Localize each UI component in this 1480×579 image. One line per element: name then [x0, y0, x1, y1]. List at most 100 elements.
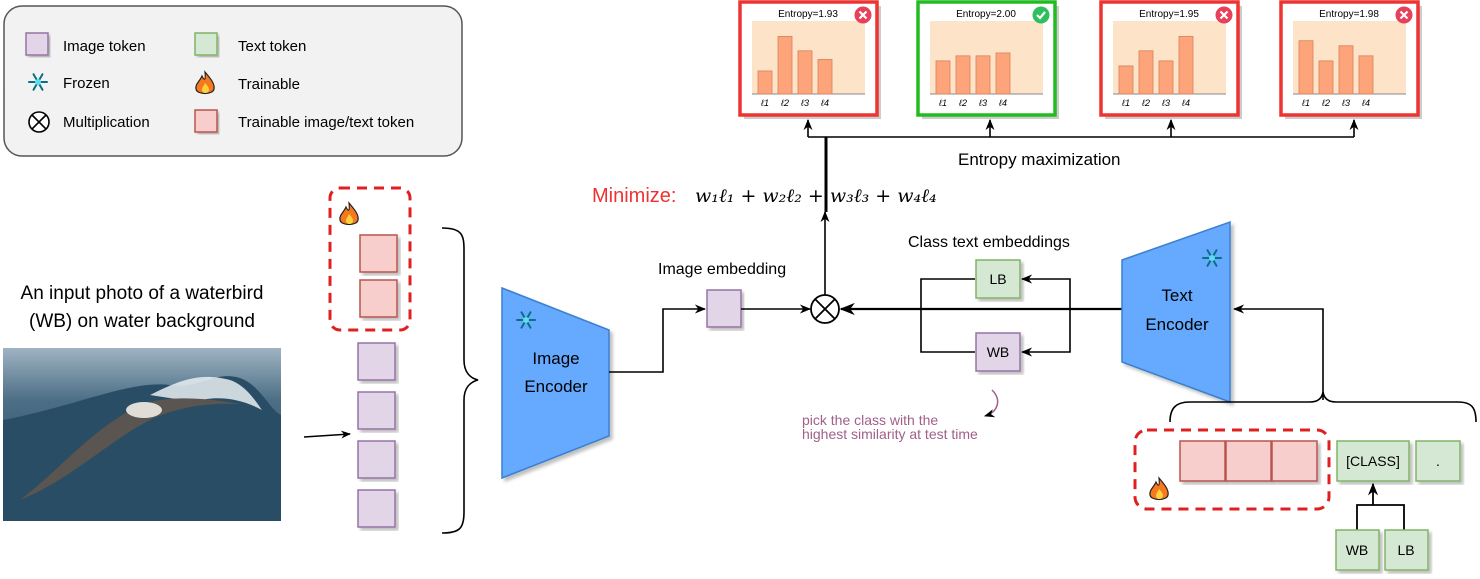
bar [777, 36, 793, 95]
tick-label: ℓ3 [978, 98, 987, 108]
entropy-connectors [803, 118, 1359, 212]
bar [797, 50, 813, 95]
class-input-label: LB [1397, 542, 1414, 558]
bar [1178, 36, 1194, 95]
trainable-token [1225, 440, 1272, 482]
image-token [357, 489, 396, 528]
tick-label: ℓ3 [1161, 98, 1170, 108]
tick-label: ℓ2 [1321, 98, 1330, 108]
class-embedding-lb [975, 259, 1021, 299]
class-input-label: WB [1346, 542, 1369, 558]
tick-label: ℓ4 [1181, 98, 1190, 108]
period-token-label: . [1436, 453, 1440, 469]
chart-title: Entropy=2.00 [956, 9, 1016, 20]
image-token [357, 440, 396, 479]
image-token [357, 391, 396, 430]
image-encoder-label: Image [532, 349, 579, 368]
check-icon [1032, 6, 1050, 24]
annotation-arrow [983, 389, 999, 418]
text-encoder-label: Text [1161, 286, 1192, 305]
tick-label: ℓ4 [998, 98, 1007, 108]
bar [1158, 60, 1174, 95]
fire-icon [339, 202, 359, 226]
bar [995, 52, 1011, 95]
annotation-text: highest similarity at test time [802, 426, 978, 442]
legend-label: Image token [63, 38, 146, 55]
image-embedding-label: Image embedding [658, 261, 786, 278]
image-encoder-label: Encoder [524, 377, 588, 396]
fire-icon [1149, 477, 1169, 501]
input-caption: (WB) on water background [29, 311, 255, 332]
cross-icon [854, 6, 872, 24]
class-embedding-label: LB [989, 271, 1006, 287]
entropy-chart: Entropy=1.98 ℓ1 ℓ2 ℓ3 ℓ4 [1279, 0, 1422, 119]
bar [1358, 55, 1374, 95]
tick-label: ℓ4 [1361, 98, 1370, 108]
entropy-chart: Entropy=2.00 ℓ1 ℓ2 ℓ3 ℓ4 [916, 0, 1059, 119]
tick-label: ℓ3 [800, 98, 809, 108]
legend-label: Frozen [63, 75, 110, 92]
input-photo [3, 348, 281, 521]
entropy-charts: Entropy=1.93 ℓ1 ℓ2 ℓ3 ℓ4 Entropy=2.00 ℓ1 ℓ2 ℓ3 ℓ4… [738, 0, 1422, 119]
chart-title: Entropy=1.93 [778, 9, 838, 20]
image-token [357, 342, 396, 381]
image-tokens [357, 342, 396, 528]
period-token [1415, 440, 1461, 482]
tick-label: ℓ1 [760, 98, 769, 108]
bar [757, 70, 773, 95]
class-placeholder-label: [CLASS] [1346, 453, 1400, 469]
class-input-lb [1384, 529, 1429, 571]
trainable-token [359, 234, 398, 273]
cross-icon [1215, 6, 1233, 24]
image-token-square [25, 32, 49, 56]
legend: Image token Text token Frozen Trainable … [3, 5, 463, 157]
trainable-token [1179, 440, 1226, 482]
bar [1318, 60, 1334, 95]
legend-label: Trainable image/text token [238, 114, 414, 131]
bar [1138, 50, 1154, 95]
tick-label: ℓ1 [1301, 98, 1310, 108]
text-encoder-label: Encoder [1145, 315, 1209, 334]
legend-label: Multiplication [63, 114, 150, 131]
multiplication-icon [28, 111, 50, 133]
entropy-maximization-label: Entropy maximization [958, 150, 1121, 169]
bar [1338, 45, 1354, 95]
class-input-wb [1335, 529, 1380, 571]
chart-title: Entropy=1.95 [1139, 9, 1199, 20]
minimize-formula: w₁ℓ₁ + w₂ℓ₂ + w₃ℓ₃ + w₄ℓ₄ [695, 185, 937, 207]
trainable-text-tokens [1133, 428, 1331, 511]
text-encoder: Text Encoder [1121, 220, 1231, 404]
image-embedding [706, 289, 742, 328]
class-embedding-label: WB [987, 344, 1010, 360]
trainable-token [359, 279, 398, 318]
class-placeholder-token [1336, 440, 1410, 482]
tick-label: ℓ1 [938, 98, 947, 108]
legend-label: Text token [238, 38, 306, 55]
tick-label: ℓ2 [780, 98, 789, 108]
tick-label: ℓ3 [1341, 98, 1350, 108]
legend-label: Trainable [238, 76, 300, 93]
bar [955, 55, 971, 95]
text-token-square [194, 32, 218, 56]
tick-label: ℓ2 [1141, 98, 1150, 108]
trainable-token-square [194, 109, 218, 133]
multiplication-node [810, 294, 840, 324]
brace [1169, 391, 1477, 423]
bar [817, 59, 833, 95]
input-caption: An input photo of a waterbird [21, 283, 264, 304]
image-encoder: Image Encoder [501, 286, 610, 480]
annotation-text: pick the class with the [802, 412, 938, 428]
tick-label: ℓ2 [958, 98, 967, 108]
entropy-chart: Entropy=1.95 ℓ1 ℓ2 ℓ3 ℓ4 [1099, 0, 1242, 119]
cross-icon [1395, 6, 1413, 24]
trainable-image-tokens [328, 186, 412, 332]
brace [441, 227, 479, 534]
class-text-embeddings-label: Class text embeddings [908, 234, 1070, 251]
chart-title: Entropy=1.98 [1319, 9, 1379, 20]
minimize-label: Minimize: [592, 185, 676, 207]
bar [935, 60, 951, 95]
entropy-chart: Entropy=1.93 ℓ1 ℓ2 ℓ3 ℓ4 [738, 0, 881, 119]
bar [975, 55, 991, 95]
class-embedding-wb [975, 332, 1021, 372]
